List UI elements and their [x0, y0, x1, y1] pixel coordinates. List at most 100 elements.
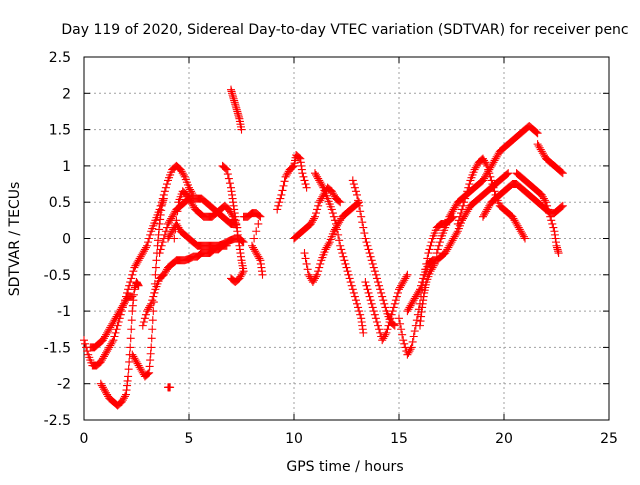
- scatter-point: [349, 180, 358, 189]
- scatter-point: [148, 325, 157, 334]
- scatter-point: [314, 267, 323, 276]
- scatter-point: [533, 129, 542, 138]
- scatter-point: [390, 299, 399, 308]
- scatter-point: [104, 327, 113, 336]
- scatter-point: [255, 211, 264, 220]
- scatter-point: [400, 276, 409, 285]
- scatter-point: [308, 216, 317, 225]
- scatter-point: [81, 339, 90, 348]
- scatter-point: [280, 177, 289, 186]
- scatter-point: [189, 201, 198, 210]
- scatter-point: [309, 276, 318, 285]
- scatter-point: [417, 281, 426, 290]
- scatter-point: [254, 210, 263, 219]
- scatter-point: [159, 194, 168, 203]
- scatter-point: [398, 330, 407, 339]
- scatter-point: [347, 281, 356, 290]
- scatter-point: [411, 292, 420, 301]
- scatter-point: [483, 161, 492, 170]
- scatter-point: [295, 153, 304, 162]
- scatter-point: [537, 147, 546, 156]
- scatter-point: [318, 181, 327, 190]
- scatter-point: [182, 190, 191, 199]
- scatter-point: [359, 223, 368, 232]
- scatter-point: [112, 312, 121, 321]
- scatter-point: [557, 168, 566, 177]
- scatter-point: [159, 270, 168, 279]
- scatter-point: [102, 348, 111, 357]
- scatter-point: [389, 320, 398, 329]
- scatter-point: [99, 334, 108, 343]
- scatter-point: [139, 317, 148, 326]
- scatter-point: [302, 259, 311, 268]
- scatter-point: [489, 158, 498, 167]
- scatter-point: [274, 201, 283, 210]
- scatter-point: [488, 180, 497, 189]
- scatter-point: [302, 183, 311, 192]
- scatter-point: [165, 232, 174, 241]
- scatter-point: [368, 259, 377, 268]
- scatter-point: [434, 241, 443, 250]
- scatter-point: [354, 196, 363, 205]
- scatter-point: [106, 341, 115, 350]
- scatter-point: [486, 172, 495, 181]
- scatter-point: [382, 328, 391, 337]
- scatter-point: [357, 212, 366, 221]
- scatter-point: [459, 201, 468, 210]
- scatter-point: [463, 187, 472, 196]
- scatter-point: [334, 196, 343, 205]
- scatter-point: [480, 210, 489, 219]
- scatter-point: [335, 236, 344, 245]
- scatter-point: [314, 174, 323, 183]
- scatter-point: [237, 270, 246, 279]
- scatter-point: [532, 128, 541, 137]
- scatter-point: [306, 219, 315, 228]
- scatter-point: [367, 299, 376, 308]
- scatter-point: [348, 176, 357, 185]
- scatter-point: [448, 236, 457, 245]
- scatter-point: [140, 314, 149, 323]
- scatter-point: [377, 288, 386, 297]
- scatter-point: [307, 218, 316, 227]
- scatter-point: [275, 198, 284, 207]
- scatter-point: [252, 227, 261, 236]
- scatter-point: [188, 200, 197, 209]
- scatter-point: [323, 241, 332, 250]
- scatter-point: [359, 328, 368, 337]
- scatter-point: [249, 243, 258, 252]
- y-tick-label: 2.5: [49, 50, 71, 66]
- scatter-point: [281, 172, 290, 181]
- scatter-point: [383, 325, 392, 334]
- scatter-point: [372, 274, 381, 283]
- axis-ticks: 0 5 10 15 20 25 -2.5 -2 -1.5 -1 -0.5 0 0.5 1 1.5 2 2.5: [44, 50, 618, 447]
- scatter-point: [185, 194, 193, 203]
- scatter-point: [479, 212, 487, 221]
- scatter-point: [410, 327, 419, 336]
- scatter-point: [118, 301, 127, 310]
- scatter-point: [156, 245, 165, 254]
- scatter-point: [336, 241, 345, 250]
- scatter-point: [406, 345, 415, 354]
- scatter-point: [414, 287, 423, 296]
- scatter-point: [538, 149, 547, 158]
- y-tick-label: -1: [57, 304, 71, 320]
- scatter-point: [137, 250, 146, 259]
- scatter-point: [366, 252, 375, 261]
- scatter-point: [429, 261, 438, 270]
- scatter-point: [544, 205, 553, 214]
- scatter-point: [406, 301, 415, 310]
- scatter-point: [113, 310, 122, 319]
- scatter-point: [350, 183, 359, 192]
- scatter-point: [103, 347, 112, 356]
- scatter-point: [116, 305, 125, 314]
- scatter-point: [151, 263, 160, 272]
- scatter-point: [322, 243, 331, 252]
- scatter-point: [128, 350, 137, 359]
- scatter-point: [312, 209, 321, 218]
- scatter-point: [124, 372, 133, 381]
- scatter-point: [258, 270, 267, 279]
- scatter-point: [134, 361, 143, 370]
- scatter-point: [447, 209, 456, 218]
- scatter-point: [344, 270, 353, 279]
- scatter-point: [445, 212, 454, 221]
